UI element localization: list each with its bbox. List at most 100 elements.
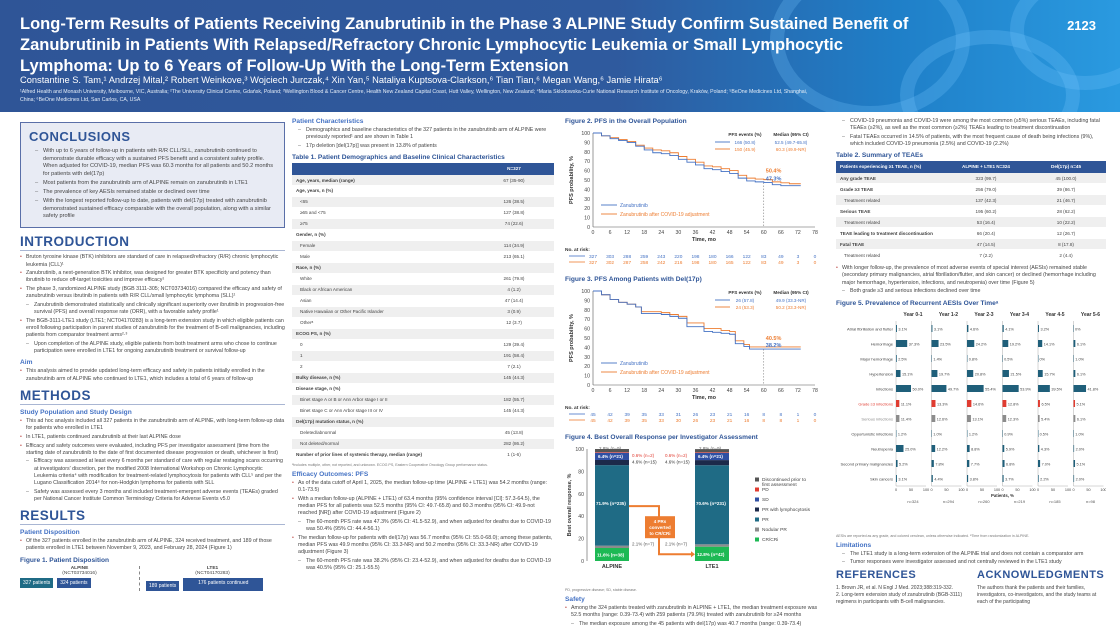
table-cell: 256 (79.0) [946, 183, 1026, 196]
row-label: Female [292, 240, 474, 252]
aesi-value: 21.5% [1010, 372, 1021, 376]
at-risk-value: 83 [761, 260, 767, 266]
at-risk-value: 122 [743, 260, 751, 266]
at-risk-value: 302 [606, 260, 614, 266]
x-tick-label: 50 [1086, 488, 1090, 492]
acknowledgments-text: The authors thank the patients and their… [977, 585, 1097, 606]
y-tick-label: 50 [584, 336, 590, 342]
aesi-value: 7.0% [1042, 462, 1051, 466]
at-risk-value: 45 [590, 412, 596, 418]
y-axis-label: Best overall response, % [567, 473, 573, 536]
y-tick-label: 60 [584, 327, 590, 333]
y-tick-label: 0 [587, 383, 590, 389]
at-risk-value: 49 [778, 260, 784, 266]
legend-swatch [755, 537, 759, 542]
row-value [474, 229, 554, 242]
aesi-value: 12.8% [1008, 402, 1019, 406]
at-risk-value: 33 [659, 412, 665, 418]
at-risk-value: 31 [676, 412, 682, 418]
x-tick-label: 50 [909, 488, 913, 492]
aesi-bar [1002, 399, 1007, 407]
bullet-item: Tumor responses were investigator assess… [836, 559, 1106, 566]
y-tick-label: 80 [584, 150, 590, 156]
category-label: Atrial fibrillation and flutter [847, 326, 894, 331]
y-tick-label: 20 [578, 537, 584, 543]
x-tick-label: 78 [812, 388, 818, 394]
legend-label: Zanubrutinib after COVID-19 adjustment [620, 212, 710, 218]
lte1-nct: (NCT04170283) [195, 570, 230, 576]
aesi-value: 39.5% [1051, 387, 1062, 391]
at-risk-value: 198 [691, 254, 699, 260]
category-label: Hypertension [869, 371, 893, 376]
aesi-bar [1002, 384, 1019, 392]
aesi-bar [896, 399, 900, 407]
at-risk-value: 16 [744, 412, 750, 418]
aesi-bar [931, 324, 933, 332]
table-cell: TEAE leading to treatment discontinuatio… [836, 227, 946, 240]
table2-header: Patients experiencing ≥1 TEAE, n (%) [836, 161, 946, 174]
table-cell: 47 (14.5) [946, 238, 1026, 251]
aesi-bar [1073, 474, 1075, 482]
aesi-bar [1073, 399, 1076, 407]
aesi-value: 0.5% [1040, 432, 1049, 436]
at-risk-value: 21 [727, 418, 733, 424]
row-label: Bulky disease, n (%) [292, 372, 474, 384]
legend-label: Zanubrutinib [620, 203, 648, 209]
at-risk-value: 0 [814, 260, 817, 266]
bullet-item: The BGB-3111-LTE1 study (LTE1; NCT041702… [20, 318, 285, 340]
at-risk-value: 180 [709, 254, 717, 260]
at-risk-value: 45 [590, 418, 596, 424]
x-tick-label: 60 [761, 230, 767, 236]
aesi-bar [931, 369, 938, 377]
legend-median: 50.2 (33.3-NR) [776, 305, 807, 310]
table-cell: Treatment related [836, 249, 946, 262]
row-label: Binet stage C or Ann Arbor stage III or … [292, 405, 474, 417]
limitations-heading: Limitations [836, 541, 872, 549]
row-value: 145 (44.3) [474, 372, 554, 384]
table-cell: Grade ≥3 TEAE [836, 183, 946, 196]
table-row: Not deleted/normal 282 (86.2) [292, 438, 554, 450]
aesi-bar [931, 414, 936, 422]
row-value: 182 (55.7) [474, 394, 554, 406]
y-tick-label: 10 [584, 374, 590, 380]
table-row: Bulky disease, n (%) 145 (44.3) [292, 372, 554, 384]
y-tick-label: 80 [578, 469, 584, 475]
bullet-item: Demographics and baseline characteristic… [292, 127, 554, 141]
bullet-item: With up to 6 years of follow-up in patie… [29, 148, 276, 178]
legend-label: CR/CRi [762, 537, 778, 543]
data-label: 2.1% (n=7) [632, 541, 655, 546]
row-value: 145 (44.3) [474, 405, 554, 417]
row-value [474, 185, 554, 198]
aesi-bar [896, 474, 897, 482]
aesi-bar [1073, 369, 1076, 377]
at-risk-value: 243 [657, 254, 665, 260]
aesi-bar [1002, 474, 1004, 482]
bullet-item: As of the data cutoff of April 1, 2025, … [292, 480, 554, 494]
y-tick-label: 50 [584, 178, 590, 184]
x-tick-label: 72 [795, 388, 801, 394]
bullet-item: This ad hoc analysis included all 327 pa… [20, 418, 285, 432]
row-value: 4 (1.2) [474, 284, 554, 296]
table-cell: 137 (42.3) [946, 194, 1026, 207]
y-tick-label: 40 [578, 514, 584, 520]
table-cell: 8 (17.8) [1026, 238, 1106, 251]
aesi-bar [1002, 324, 1004, 332]
bullet-item: Both grade ≥3 and serious infections dec… [836, 288, 1106, 295]
table1-header: N=327 [474, 163, 554, 176]
table-cell: 21 (46.7) [1026, 194, 1106, 207]
at-risk-value: 0 [814, 254, 817, 260]
figure2-title: Figure 2. PFS in the Overall Population [565, 118, 687, 125]
bullet-item: The median exposure among the 45 patient… [565, 621, 827, 628]
bar-segment-pd [695, 452, 729, 453]
bar-segment-nodular-pr [595, 545, 629, 549]
table-row: 1 191 (58.4) [292, 350, 554, 362]
table-row: Serious TEAE 195 (60.2) 28 (62.2) [836, 205, 1106, 218]
data-label: 6.4% (n=21) [698, 454, 723, 459]
category-label: Hemorrhage [871, 341, 894, 346]
at-risk-label: No. at risk: [565, 405, 590, 411]
aesi-bar [1073, 459, 1076, 467]
bar-segment-pr [595, 465, 629, 546]
bar-segment-pr-with-lymphocytosis [695, 460, 729, 466]
row-label: Deleted/abnormal [292, 427, 474, 439]
